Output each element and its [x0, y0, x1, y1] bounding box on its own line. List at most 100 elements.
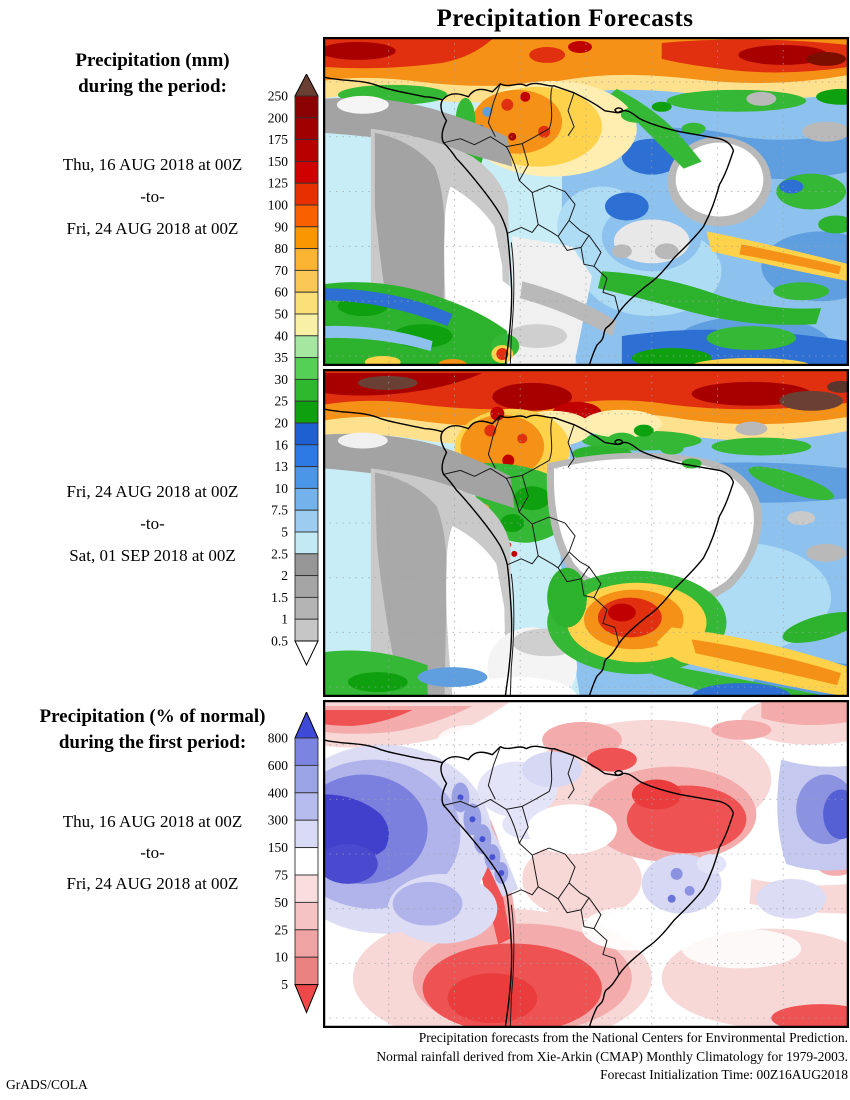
colorbar-segment [294, 95, 319, 119]
colorbar-segment [294, 378, 319, 402]
country-borders [443, 83, 620, 366]
panel3-heading-line2: during the first period: [58, 732, 247, 753]
panel1-heading: Precipitation (mm) during the period: [5, 48, 300, 100]
footer-line2: Normal rainfall derived from Xie-Arkin (… [376, 1048, 848, 1064]
colorbar-segment [294, 400, 319, 424]
colorbar-segment [294, 291, 319, 315]
colorbar-segment [294, 956, 319, 986]
colorbar-label: 600 [268, 758, 289, 773]
colorbar-label: 25 [275, 922, 289, 937]
panel2-period-end: Sat, 01 SEP 2018 at 00Z [69, 546, 236, 565]
colorbar-segment [294, 847, 319, 876]
footer-credits: Precipitation forecasts from the Nationa… [323, 1029, 848, 1085]
colorbar-label: 16 [275, 437, 289, 452]
panel3-period-end: Fri, 24 AUG 2018 at 00Z [66, 874, 239, 893]
colorbar-percent: 800 600 400 300 150 75 50 25 10 5 [245, 710, 323, 1024]
colorbar-label: 1.5 [271, 590, 288, 605]
page-title: Precipitation Forecasts [436, 5, 694, 32]
colorbar-label: 125 [268, 176, 289, 191]
colorbar-segment [294, 764, 319, 794]
colorbar-label: 13 [275, 459, 289, 474]
colorbar-segment [294, 204, 319, 228]
colorbar-label: 0.5 [271, 634, 288, 649]
colorbar-label: 150 [268, 840, 289, 855]
colorbar-segment [294, 357, 319, 380]
colorbar-segment [294, 182, 319, 206]
colorbar-label: 70 [275, 263, 289, 278]
colorbar-segment [294, 737, 319, 766]
colorbar-segment [294, 819, 319, 849]
colorbar-label: 80 [275, 241, 289, 256]
country-borders [443, 746, 620, 1028]
colorbar-label: 90 [275, 219, 289, 234]
colorbar-label: 250 [268, 89, 289, 104]
colorbar-label: 40 [275, 328, 289, 343]
map-panel-precip-percent [323, 700, 849, 1028]
colorbar-segment [294, 269, 319, 293]
map-border [323, 37, 849, 366]
panel2-period: Fri, 24 AUG 2018 at 00Z -to- Sat, 01 SEP… [5, 476, 300, 572]
colorbar-segment [294, 422, 319, 446]
colorbar-label: 30 [275, 372, 289, 387]
colorbar-segment [294, 901, 319, 931]
colorbar-label: 1 [281, 612, 288, 627]
colorbar-segment [294, 575, 319, 598]
colorbar-above-arrow [294, 710, 319, 739]
colorbar-label: 25 [275, 394, 289, 409]
colorbar-above-arrow [294, 72, 319, 97]
colorbar-segment [294, 248, 319, 271]
panel1-period-to: -to- [140, 187, 165, 206]
colorbar-segment [294, 444, 319, 468]
precip-field-period1 [323, 37, 849, 366]
colorbar-label: 5 [281, 977, 288, 992]
coastline [323, 739, 735, 1028]
footer-line3: Forecast Initialization Time: 00Z16AUG20… [600, 1067, 848, 1082]
colorbar-label: 35 [275, 350, 289, 365]
colorbar-label: 75 [275, 868, 289, 883]
colorbar-label: 50 [275, 307, 289, 322]
colorbar-label: 150 [268, 154, 289, 169]
colorbar-segment [294, 160, 319, 184]
colorbar-label: 7.5 [271, 503, 288, 518]
colorbar-label: 5 [281, 525, 288, 540]
grads-credit: GrADS/COLA [6, 1077, 88, 1092]
colorbar-segment [294, 618, 319, 642]
country-borders [443, 415, 620, 697]
colorbar-label: 200 [268, 110, 289, 125]
panel1-period-end: Fri, 24 AUG 2018 at 00Z [66, 219, 239, 238]
panel1-period: Thu, 16 AUG 2018 at 00Z -to- Fri, 24 AUG… [5, 149, 300, 245]
colorbar-below-arrow [294, 984, 319, 1014]
panel1-period-start: Thu, 16 AUG 2018 at 00Z [62, 155, 243, 174]
latlon-grid [323, 37, 849, 366]
colorbar-label: 400 [268, 785, 289, 800]
colorbar-segment [294, 117, 319, 141]
colorbar-label: 2.5 [271, 546, 288, 561]
panel3-period-start: Thu, 16 AUG 2018 at 00Z [62, 812, 243, 831]
colorbar-label: 100 [268, 198, 289, 213]
colorbar-segment [294, 466, 319, 489]
colorbar-segment [294, 487, 319, 511]
colorbar-label: 2 [281, 568, 288, 583]
map-border [323, 700, 849, 1028]
colorbar-segment [294, 335, 319, 359]
colorbar-label: 50 [275, 895, 289, 910]
colorbar-label: 10 [275, 481, 289, 496]
colorbar-svg: 800 600 400 300 150 75 50 25 10 5 [268, 710, 319, 1014]
colorbar-label: 60 [275, 285, 289, 300]
colorbar-below-arrow [294, 640, 319, 667]
colorbar-segment [294, 596, 319, 620]
colorbar-segment [294, 531, 319, 555]
map-panel-precip-mm-period1 [323, 37, 849, 366]
colorbar-label: 175 [268, 132, 289, 147]
map-panel-precip-mm-period2 [323, 369, 849, 697]
latlon-grid [323, 369, 849, 697]
colorbar-segment [294, 139, 319, 162]
footer-line1: Precipitation forecasts from the Nationa… [418, 1030, 848, 1045]
panel2-period-start: Fri, 24 AUG 2018 at 00Z [66, 482, 239, 501]
colorbar-label: 20 [275, 416, 289, 431]
panel3-heading: Precipitation (% of normal) during the f… [5, 704, 300, 756]
panel2-period-to: -to- [140, 514, 165, 533]
panel1-heading-line2: during the period: [78, 76, 227, 97]
colorbar-segment [294, 874, 319, 903]
colorbar-segment [294, 313, 319, 337]
